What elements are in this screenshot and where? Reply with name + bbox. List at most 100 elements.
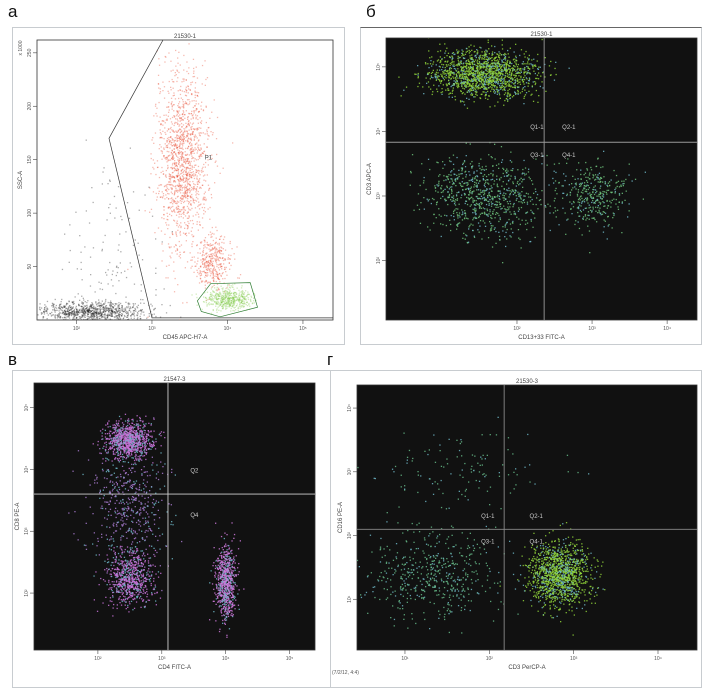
data-point [234,291,237,294]
data-point [473,79,475,81]
data-point [499,217,501,219]
data-point [89,319,92,320]
data-point [208,188,210,190]
data-point [447,60,449,62]
data-point [525,219,527,222]
data-point [173,148,175,150]
data-point [183,138,185,140]
data-point [188,123,190,125]
data-point [97,302,100,304]
data-point [190,203,192,206]
data-point [487,81,490,83]
data-point [504,79,506,81]
data-point [76,311,78,313]
data-point [460,90,462,92]
data-point [74,314,76,316]
data-point [182,133,184,135]
data-point [227,300,229,302]
data-point [495,82,497,84]
data-point [194,199,196,201]
data-point [190,113,192,115]
data-point [497,61,499,63]
data-point [197,180,200,182]
data-point [212,298,214,300]
data-point [174,202,177,204]
data-point [70,309,72,311]
data-point [93,311,95,313]
data-point [510,75,512,77]
data-point [204,276,206,278]
data-point [175,147,178,149]
data-point [441,58,443,60]
data-point [73,310,75,312]
data-point [183,193,186,195]
data-point [505,75,507,77]
data-point [125,231,127,233]
data-point [97,312,99,314]
data-point [230,300,232,302]
data-point [243,302,245,304]
data-point [32,309,33,310]
data-point [505,63,507,65]
data-point [200,203,202,205]
data-point [166,218,168,221]
data-point [470,78,473,80]
data-point [60,301,62,303]
data-point [159,129,161,131]
data-point [502,73,504,75]
data-point [168,151,170,153]
data-point [459,63,461,65]
data-point [231,300,233,302]
data-point [199,154,201,156]
data-point [515,75,517,77]
data-point [447,73,450,75]
data-point [117,319,119,320]
data-point [220,274,222,277]
data-point [486,64,488,66]
data-point [488,53,490,55]
data-point [478,68,480,70]
data-point [173,116,176,118]
data-point [207,264,209,267]
data-point [191,125,193,128]
data-point [76,311,78,313]
data-point [507,85,509,87]
data-point [243,297,245,299]
data-point [192,30,193,31]
data-point [117,309,119,311]
data-point [472,71,474,74]
data-point [128,302,130,304]
data-point [181,151,183,154]
data-point [46,318,48,320]
data-point [222,303,224,306]
data-point [219,266,222,268]
data-point [73,302,75,305]
data-point [210,299,213,301]
data-point [470,80,472,83]
data-point [81,319,83,320]
data-point [179,251,181,253]
data-point [430,88,432,90]
data-point [219,249,221,251]
data-point [175,118,177,120]
data-point [73,315,75,317]
data-point [189,195,191,197]
data-point [443,73,446,75]
data-point [166,130,168,132]
data-point [60,309,62,311]
data-point [203,179,205,181]
data-point [249,299,252,302]
data-point [170,102,173,104]
data-point [167,160,169,162]
data-point [497,65,499,67]
data-point [220,300,222,302]
data-point [173,180,175,182]
data-point [455,79,457,81]
data-point [185,170,187,173]
data-point [115,319,117,320]
data-point [458,83,460,85]
data-point [159,196,162,198]
data-point [523,76,525,79]
data-point [469,61,471,64]
data-point [64,312,66,314]
